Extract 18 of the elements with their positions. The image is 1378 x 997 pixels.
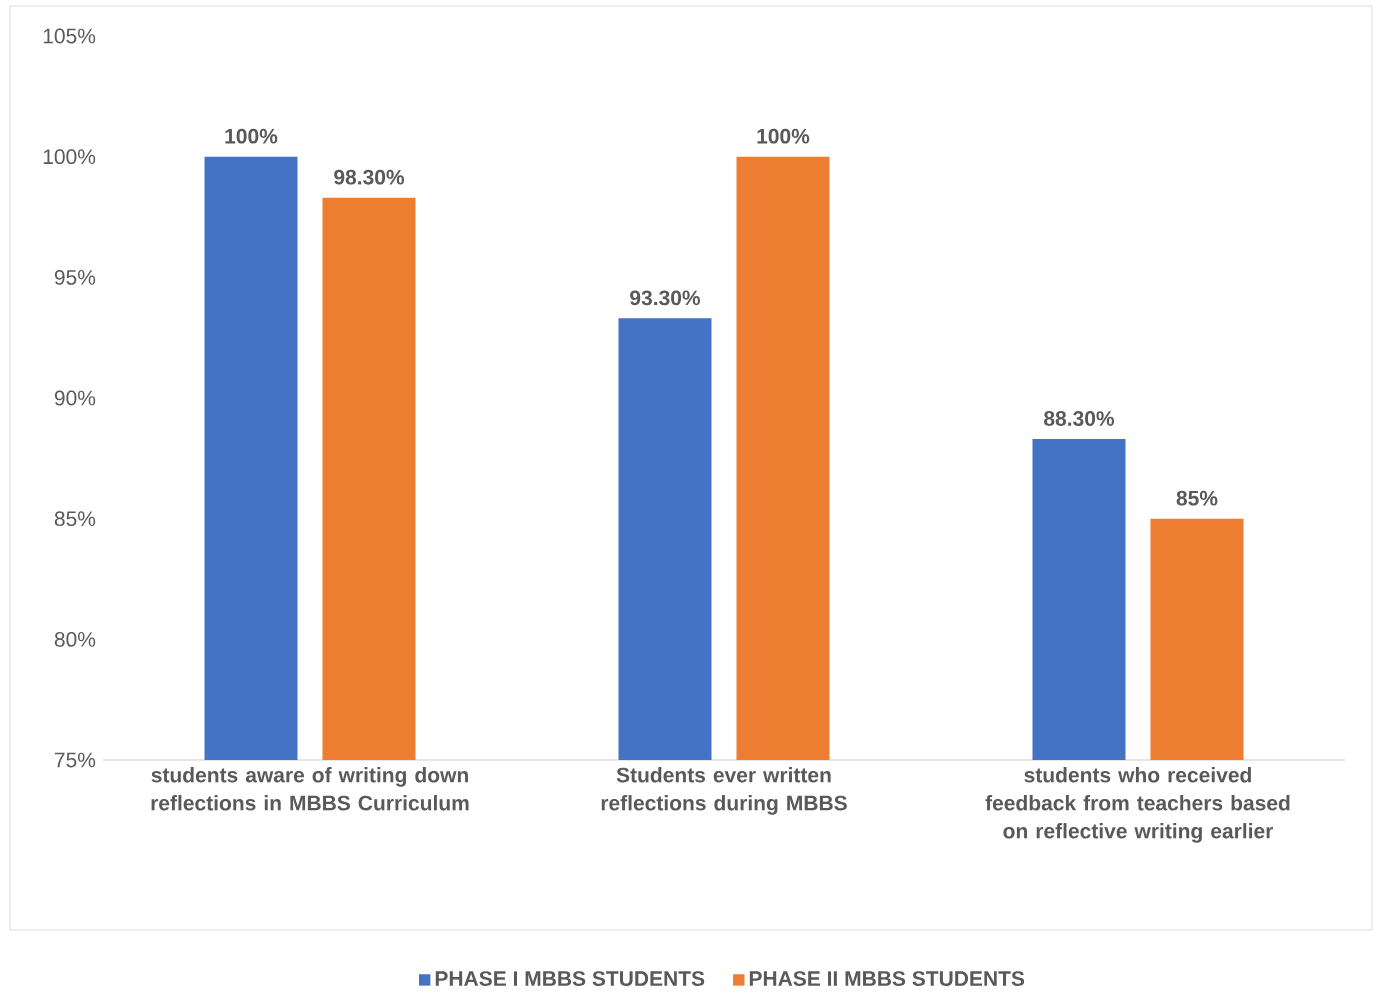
data-label: 100% [225, 128, 278, 144]
data-label: 93.30% [630, 290, 701, 306]
legend-label: PHASE II MBBS STUDENTS [749, 971, 1025, 987]
x-tick-label: students who received feedback from teachers based on reflective writing earlier [985, 767, 1290, 843]
y-tick-label: 100% [43, 149, 96, 165]
legend-label: PHASE I MBBS STUDENTS [435, 971, 705, 987]
y-tick-label: 90% [54, 390, 96, 406]
data-label: 88.30% [1044, 411, 1115, 427]
data-label: 85% [1176, 490, 1218, 506]
y-tick-label: 75% [54, 752, 96, 768]
x-tick-label: students aware of writing down reflections in MBBS Curriculum [151, 767, 469, 811]
y-tick-label: 80% [54, 632, 96, 647]
x-tick-label: Students ever written reflections during MBBS [601, 767, 847, 815]
data-label: 100% [757, 128, 810, 144]
y-tick-label: 85% [54, 511, 96, 527]
data-label: 98.30% [334, 169, 405, 185]
y-tick-label: 105% [43, 28, 96, 44]
y-tick-label: 95% [54, 270, 96, 285]
